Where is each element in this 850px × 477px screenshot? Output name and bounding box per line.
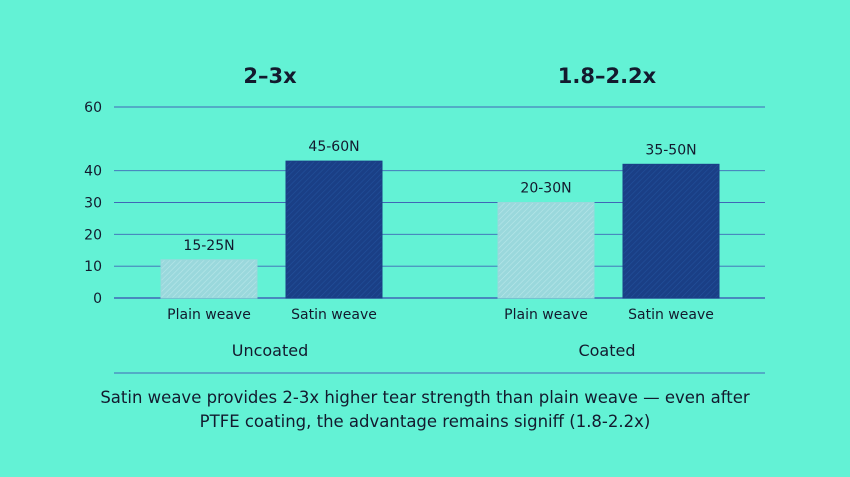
group-label-coated: Coated: [578, 341, 635, 360]
bar-uncoated-plain-weave: [160, 259, 258, 299]
group-label-uncoated: Uncoated: [232, 341, 309, 360]
category-label-coated-plain-weave: Plain weave: [504, 307, 588, 323]
y-tick-label-10: 10: [84, 259, 102, 275]
caption-line-1: Satin weave provides 2-3x higher tear st…: [100, 388, 750, 407]
data-label-coated-satin-weave: 35-50N: [645, 142, 696, 158]
y-tick-label-20: 20: [84, 227, 102, 243]
chart-caption: Satin weave provides 2-3x higher tear st…: [0, 386, 850, 434]
y-tick-label-40: 40: [84, 164, 102, 180]
caption-line-2: PTFE coating, the advantage remains sign…: [199, 412, 651, 431]
chart-labels: 2–3x Uncoated 15-25N Plain weave 45-60N Satin…: [167, 64, 714, 360]
y-tick-label-0: 0: [93, 291, 102, 307]
bar-coated-satin-weave: [622, 163, 720, 299]
ratio-label-uncoated: 2–3x: [243, 64, 297, 88]
data-label-coated-plain-weave: 20-30N: [520, 181, 571, 197]
bar-uncoated-satin-weave: [285, 160, 383, 299]
bar-coated-plain-weave: [497, 202, 595, 299]
bars: [160, 160, 720, 299]
y-tick-label-30: 30: [84, 196, 102, 212]
data-label-uncoated-satin-weave: 45-60N: [308, 139, 359, 155]
data-label-uncoated-plain-weave: 15-25N: [183, 238, 234, 254]
ratio-label-coated: 1.8–2.2x: [558, 64, 657, 88]
category-label-coated-satin-weave: Satin weave: [628, 307, 714, 323]
y-axis-ticks: 0 10 20 30 40 60: [84, 100, 102, 307]
y-tick-label-60: 60: [84, 100, 102, 116]
category-label-uncoated-plain-weave: Plain weave: [167, 307, 251, 323]
category-label-uncoated-satin-weave: Satin weave: [291, 307, 377, 323]
